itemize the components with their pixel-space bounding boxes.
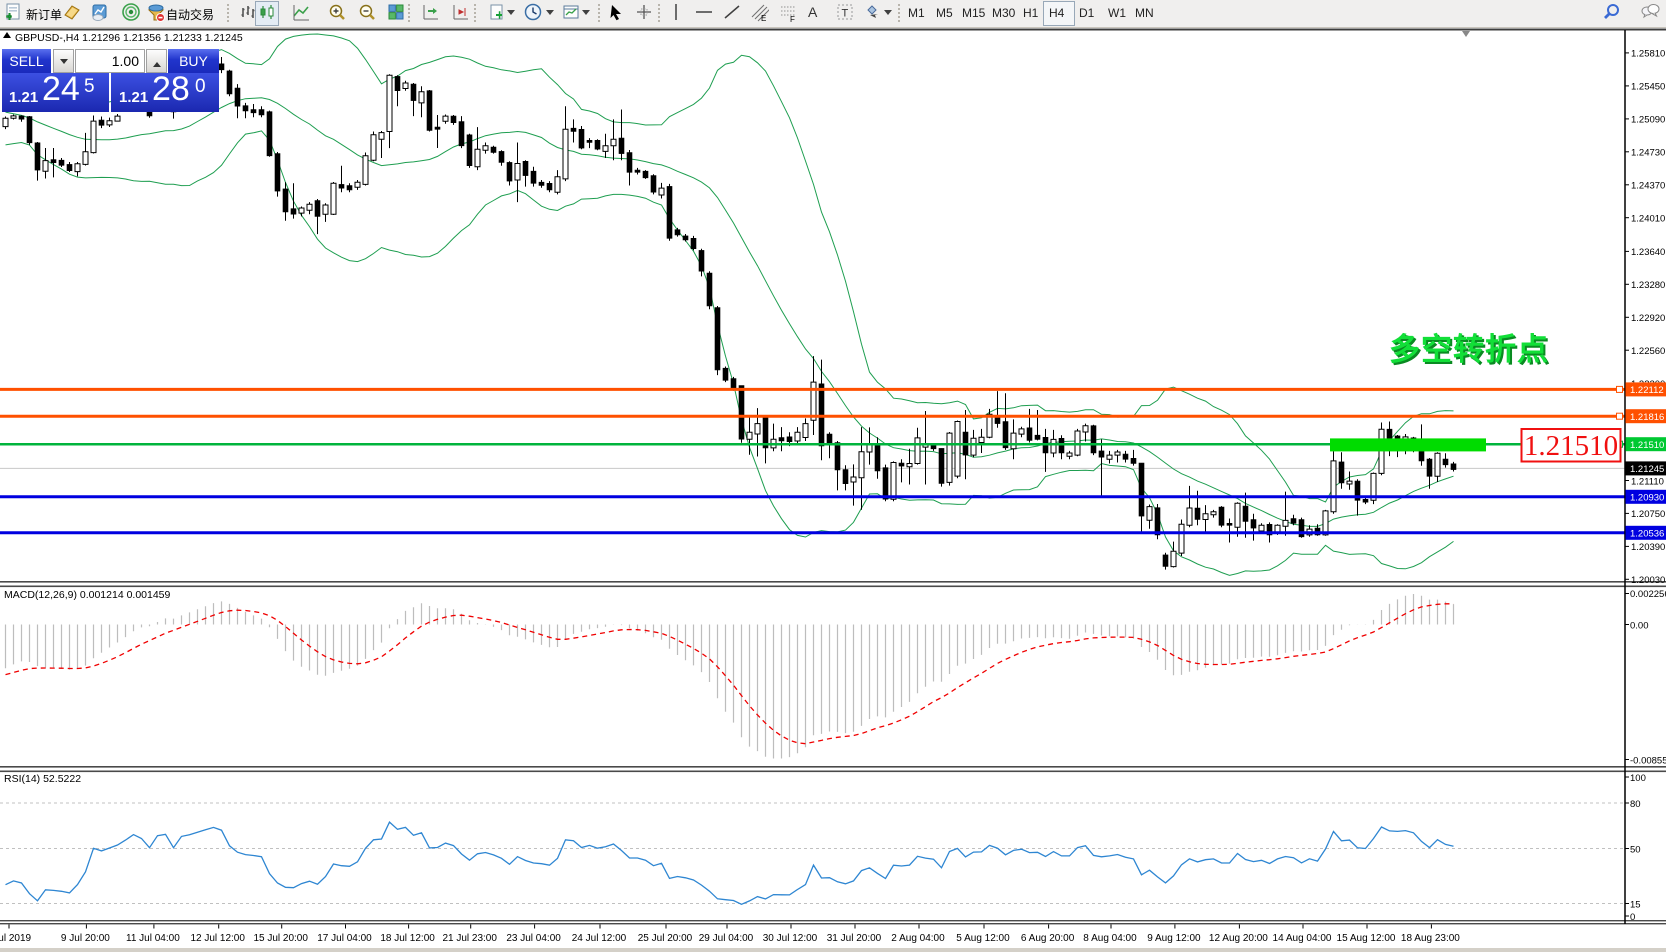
- svg-text:14 Aug 04:00: 14 Aug 04:00: [1273, 933, 1332, 944]
- svg-text:9 Aug 12:00: 9 Aug 12:00: [1147, 933, 1201, 944]
- svg-text:23 Jul 04:00: 23 Jul 04:00: [506, 933, 561, 944]
- svg-text:2 Aug 04:00: 2 Aug 04:00: [891, 933, 945, 944]
- svg-text:24 Jul 12:00: 24 Jul 12:00: [572, 933, 627, 944]
- svg-text:15: 15: [1630, 899, 1641, 910]
- svg-text:29 Jul 04:00: 29 Jul 04:00: [699, 933, 754, 944]
- svg-text:50: 50: [1630, 844, 1641, 855]
- svg-text:1.23280: 1.23280: [1631, 280, 1665, 291]
- svg-text:1.25810: 1.25810: [1631, 49, 1665, 60]
- svg-text:1.21110: 1.21110: [1631, 476, 1664, 487]
- svg-text:MACD(12,26,9) 0.001214 0.00145: MACD(12,26,9) 0.001214 0.001459: [4, 589, 171, 601]
- svg-text:1.22560: 1.22560: [1631, 346, 1665, 357]
- svg-text:1.21510: 1.21510: [1524, 430, 1618, 462]
- svg-text:5 Aug 12:00: 5 Aug 12:00: [956, 933, 1010, 944]
- svg-text:-0.00855: -0.00855: [1630, 755, 1666, 766]
- svg-text:1.24730: 1.24730: [1631, 148, 1665, 159]
- svg-text:12 Jul 12:00: 12 Jul 12:00: [190, 933, 245, 944]
- svg-text:1.23640: 1.23640: [1631, 247, 1665, 258]
- svg-text:25 Jul 20:00: 25 Jul 20:00: [638, 933, 693, 944]
- svg-text:RSI(14) 52.5222: RSI(14) 52.5222: [4, 773, 81, 785]
- svg-text:8 Jul 2019: 8 Jul 2019: [0, 933, 32, 944]
- svg-text:0: 0: [1630, 912, 1635, 923]
- svg-text:F: F: [790, 15, 795, 24]
- svg-text:1.20750: 1.20750: [1631, 509, 1665, 520]
- svg-text:1.24010: 1.24010: [1631, 214, 1665, 225]
- svg-text:21 Jul 23:00: 21 Jul 23:00: [442, 933, 497, 944]
- svg-text:1.21816: 1.21816: [1630, 412, 1664, 423]
- svg-text:1.20390: 1.20390: [1631, 542, 1665, 553]
- svg-text:1.20030: 1.20030: [1631, 575, 1665, 586]
- svg-text:1.22920: 1.22920: [1631, 313, 1665, 324]
- svg-text:1.25090: 1.25090: [1631, 115, 1665, 126]
- svg-text:GBPUSD-,H4 1.21296 1.21356 1.: GBPUSD-,H4 1.21296 1.21356 1.21233 1.212…: [15, 32, 243, 44]
- svg-text:1.24370: 1.24370: [1631, 181, 1665, 192]
- svg-text:T: T: [842, 8, 849, 20]
- svg-text:E: E: [761, 14, 766, 23]
- svg-text:80: 80: [1630, 799, 1641, 810]
- svg-text:18 Jul 12:00: 18 Jul 12:00: [380, 933, 435, 944]
- svg-text:12 Aug 20:00: 12 Aug 20:00: [1209, 933, 1268, 944]
- svg-text:1.22112: 1.22112: [1630, 385, 1664, 396]
- svg-text:1.20536: 1.20536: [1630, 529, 1664, 540]
- svg-text:31 Jul 20:00: 31 Jul 20:00: [827, 933, 882, 944]
- svg-text:1.25450: 1.25450: [1631, 82, 1665, 93]
- svg-text:17 Jul 04:00: 17 Jul 04:00: [317, 933, 372, 944]
- svg-text:0.00: 0.00: [1630, 620, 1649, 631]
- svg-text:9 Jul 20:00: 9 Jul 20:00: [61, 933, 110, 944]
- svg-text:18 Aug 23:00: 18 Aug 23:00: [1401, 933, 1460, 944]
- svg-text:100: 100: [1630, 773, 1646, 784]
- svg-text:0.002256: 0.002256: [1630, 589, 1666, 600]
- svg-text:多空转折点: 多空转折点: [1389, 332, 1549, 367]
- svg-text:8 Aug 04:00: 8 Aug 04:00: [1083, 933, 1137, 944]
- svg-text:15 Aug 12:00: 15 Aug 12:00: [1337, 933, 1396, 944]
- svg-text:多空转折点: 多空转折点: [1391, 334, 1551, 369]
- svg-text:11 Jul 04:00: 11 Jul 04:00: [126, 933, 180, 944]
- svg-text:1.21510: 1.21510: [1630, 440, 1664, 451]
- svg-text:1.20930: 1.20930: [1630, 493, 1664, 504]
- svg-text:30 Jul 12:00: 30 Jul 12:00: [763, 933, 818, 944]
- svg-text:6 Aug 20:00: 6 Aug 20:00: [1021, 933, 1075, 944]
- svg-text:1.21245: 1.21245: [1630, 464, 1664, 475]
- svg-text:15 Jul 20:00: 15 Jul 20:00: [253, 933, 308, 944]
